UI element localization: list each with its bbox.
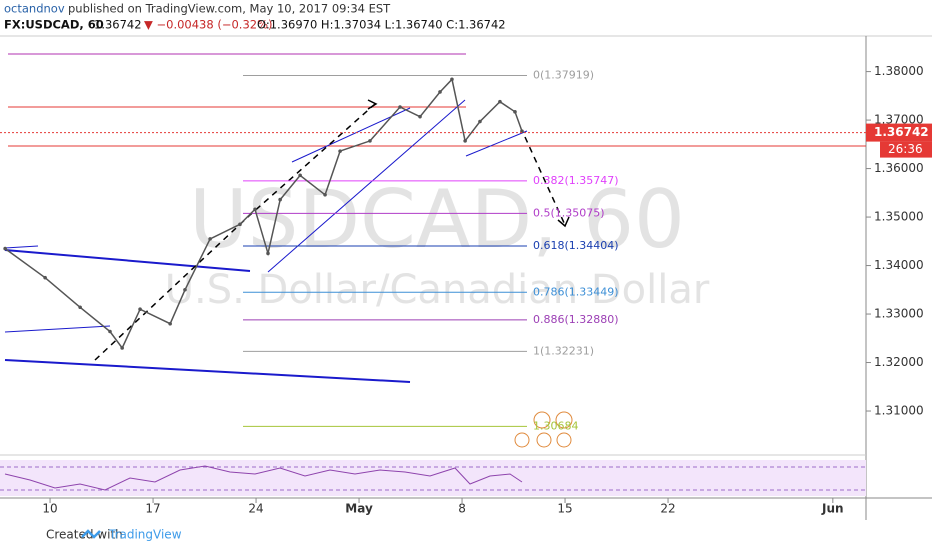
- price-point: [338, 149, 342, 153]
- price-point: [398, 105, 402, 109]
- channel-line: [4, 359, 411, 383]
- fib-label: 0.786(1.33449): [533, 285, 619, 298]
- price-point: [323, 192, 327, 197]
- current-price-box: [866, 123, 932, 142]
- x-tick-label: 10: [42, 502, 57, 516]
- change: ▼ −0.00438 (−0.32%): [144, 18, 273, 32]
- channel-line: [4, 325, 111, 333]
- y-tick-label: 1.31000: [874, 404, 924, 418]
- price-point: [463, 139, 467, 143]
- price-point: [43, 275, 47, 280]
- fib-label: 0.886(1.32880): [533, 313, 619, 326]
- price-point: [438, 90, 442, 94]
- price-point: [298, 173, 302, 178]
- fib-label: 1(1.32231): [533, 344, 594, 357]
- x-tick-label: 17: [145, 502, 160, 516]
- countdown-box: [880, 141, 932, 158]
- price-point: [78, 305, 82, 310]
- projection-arrow: [524, 136, 566, 226]
- rsi-line: [4, 465, 523, 491]
- channel-line: [4, 245, 39, 249]
- ohlc: O:1.36970 H:1.37034 L:1.36740 C:1.36742: [257, 18, 506, 32]
- y-tick-label: 1.37000: [874, 113, 924, 127]
- price-point: [108, 329, 112, 334]
- price-point: [208, 237, 212, 241]
- price-point: [138, 307, 142, 311]
- price-point: [266, 251, 270, 256]
- price-point: [418, 114, 422, 119]
- channel-line: [4, 249, 251, 272]
- y-tick-label: 1.35000: [874, 210, 924, 224]
- price-line: [4, 77, 523, 350]
- price-point: [3, 246, 7, 251]
- last-price: 1.36742: [94, 18, 142, 32]
- y-tick-label: 1.34000: [874, 258, 924, 272]
- footer-brand[interactable]: TradingView: [108, 528, 182, 542]
- wedge-line: [465, 130, 528, 157]
- author[interactable]: octandnov: [4, 2, 65, 16]
- watermark-description: U.S. Dollar/Canadian Dollar: [165, 267, 710, 313]
- fib-label: 0.618(1.34404): [533, 239, 619, 252]
- price-point: [513, 110, 517, 114]
- price-point: [183, 287, 187, 292]
- wedge-line: [267, 99, 466, 273]
- arrow-head: [367, 99, 378, 110]
- current-price-label: 1.36742: [874, 125, 929, 139]
- fib-label: 0.382(1.35747): [533, 174, 619, 187]
- y-tick-label: 1.32000: [874, 355, 924, 369]
- price-point: [368, 139, 372, 143]
- price-point: [253, 207, 257, 212]
- price-point: [168, 321, 172, 326]
- price-point: [478, 119, 482, 124]
- y-tick-label: 1.38000: [874, 64, 924, 78]
- price-point: [238, 222, 242, 227]
- fib-label: 0.5(1.35075): [533, 206, 605, 219]
- published: published on TradingView.com, May 10, 20…: [68, 2, 391, 16]
- x-tick-label: 24: [248, 502, 263, 516]
- watermark-symbol: USDCAD, 60: [189, 173, 685, 266]
- countdown: 26:36: [888, 142, 923, 156]
- price-point: [120, 346, 124, 350]
- x-tick-label: 22: [660, 502, 675, 516]
- price-point: [498, 99, 502, 104]
- y-tick-label: 1.36000: [874, 161, 924, 175]
- y-tick-label: 1.33000: [874, 307, 924, 321]
- logo: [81, 529, 101, 539]
- symbol: FX:USDCAD, 60: [4, 18, 104, 32]
- fib-label: 1.30684: [533, 419, 579, 432]
- x-tick-label: 15: [557, 502, 572, 516]
- fib-label: 0(1.37919): [533, 69, 594, 82]
- x-tick-label: 8: [458, 502, 466, 516]
- price-point: [278, 197, 282, 202]
- x-tick-label: May: [345, 502, 373, 516]
- price-point: [450, 77, 454, 82]
- arrow-head: [557, 216, 570, 228]
- event-icons: [514, 411, 573, 448]
- x-tick-label: Jun: [821, 502, 844, 516]
